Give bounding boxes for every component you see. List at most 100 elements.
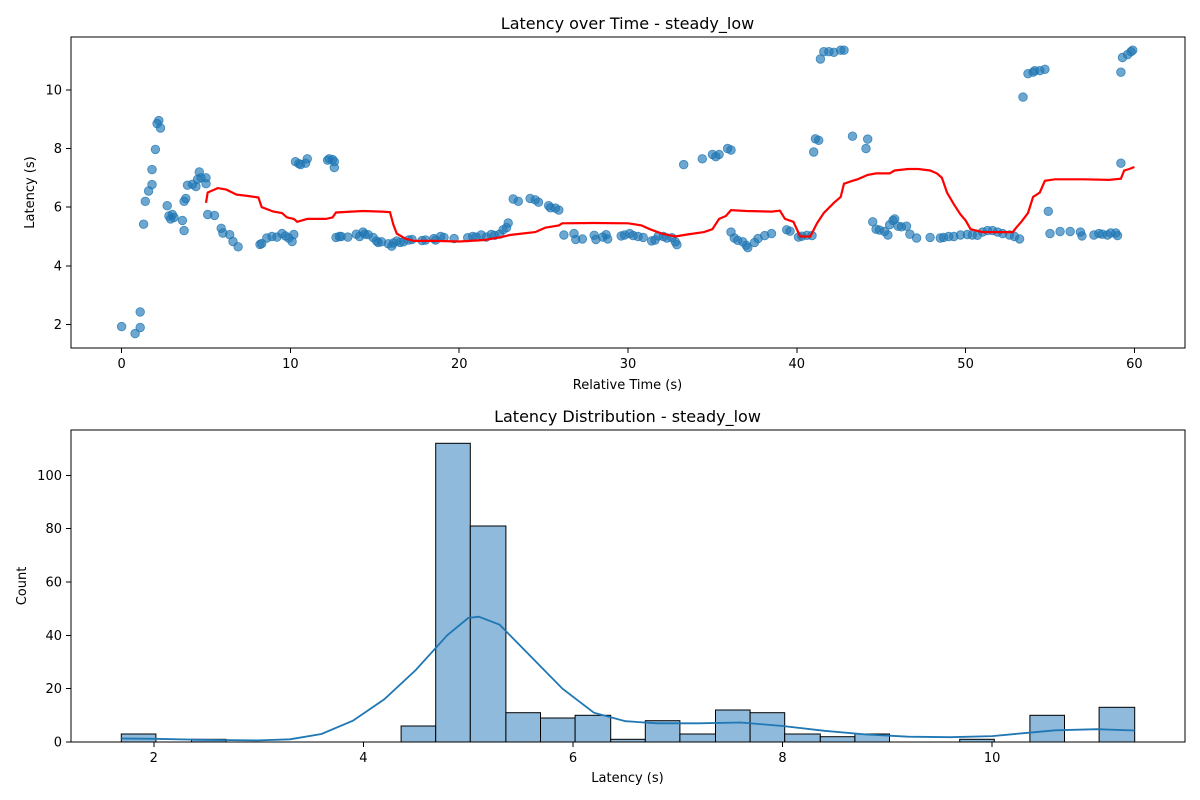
- data-point: [147, 164, 157, 175]
- data-point: [181, 193, 191, 204]
- data-point: [809, 147, 819, 157]
- x-tick-label: 6: [569, 751, 577, 766]
- data-point: [155, 123, 166, 133]
- data-point: [116, 321, 127, 332]
- y-tick-label: 40: [45, 629, 62, 644]
- y-tick-label: 80: [45, 522, 62, 537]
- histogram-bar: [469, 525, 507, 743]
- scatter-points: [116, 45, 1138, 339]
- data-point: [1040, 64, 1050, 75]
- data-point: [577, 234, 588, 244]
- data-point: [883, 230, 893, 240]
- data-point: [1065, 226, 1075, 237]
- data-point: [343, 232, 353, 242]
- data-point: [1116, 158, 1126, 168]
- data-point: [638, 232, 648, 243]
- data-point: [1112, 230, 1123, 241]
- data-point: [785, 226, 795, 236]
- x-tick-label: 30: [620, 357, 637, 372]
- histogram-bar: [400, 725, 437, 743]
- data-point: [726, 145, 736, 155]
- data-point: [503, 218, 513, 228]
- data-point: [1018, 92, 1028, 102]
- x-tick-label: 2: [150, 751, 158, 766]
- data-point: [1116, 67, 1126, 77]
- latency-over-time-chart: Latency over Time - steady_low 0 10 20 30 40…: [23, 14, 1186, 393]
- data-point: [847, 131, 858, 141]
- data-point: [766, 228, 777, 239]
- histogram-bar: [679, 733, 717, 743]
- data-point: [697, 154, 708, 164]
- data-point: [554, 205, 564, 215]
- histogram-bar: [749, 712, 786, 743]
- data-point: [302, 154, 313, 164]
- histogram-bar: [1098, 706, 1136, 743]
- data-point: [329, 162, 340, 173]
- chart-title: Latency Distribution - steady_low: [494, 407, 761, 427]
- data-point: [177, 215, 188, 226]
- data-point: [179, 225, 189, 236]
- x-tick-label: 10: [984, 751, 1001, 766]
- y-tick-label: 60: [45, 576, 62, 591]
- x-tick-label: 50: [957, 357, 974, 372]
- y-tick-label: 8: [54, 142, 62, 157]
- x-tick-label: 60: [1126, 357, 1143, 372]
- plot-frame: [70, 429, 1186, 743]
- x-tick-label: 0: [117, 357, 125, 372]
- data-point: [1045, 228, 1055, 239]
- data-point: [603, 234, 613, 244]
- histogram-bar: [435, 442, 471, 743]
- histogram-bar: [784, 733, 821, 743]
- x-tick-label: 40: [789, 357, 806, 372]
- y-tick-label: 0: [54, 736, 62, 751]
- data-point: [140, 196, 151, 207]
- y-axis-label: Latency (s): [23, 156, 38, 228]
- data-point: [1127, 45, 1138, 55]
- data-point: [138, 219, 149, 229]
- x-axis: 2 4 6 8 10: [150, 742, 1001, 766]
- y-axis: 2 4 6 8 10: [45, 83, 71, 333]
- data-point: [839, 45, 849, 55]
- x-tick-label: 20: [451, 357, 468, 372]
- y-axis-label: Count: [15, 567, 30, 606]
- data-point: [1077, 231, 1087, 241]
- data-point: [130, 328, 140, 339]
- x-axis: 0 10 20 30 40 50 60: [117, 348, 1143, 372]
- data-point: [559, 230, 569, 240]
- data-point: [135, 307, 145, 317]
- y-tick-label: 6: [54, 201, 62, 216]
- data-point: [863, 134, 873, 144]
- y-tick-label: 4: [54, 259, 62, 274]
- data-point: [233, 242, 243, 252]
- x-tick-label: 8: [778, 751, 786, 766]
- histogram-bar: [1029, 714, 1066, 743]
- data-point: [201, 178, 211, 189]
- x-tick-label: 10: [282, 357, 299, 372]
- x-axis-label: Latency (s): [591, 771, 663, 786]
- data-point: [672, 239, 682, 250]
- rolling-line: [204, 165, 1135, 243]
- data-point: [911, 233, 922, 243]
- data-point: [861, 143, 871, 154]
- data-point: [901, 221, 912, 231]
- histogram-bar: [819, 736, 856, 743]
- data-point: [679, 159, 689, 170]
- chart-title: Latency over Time - steady_low: [501, 14, 754, 34]
- data-point: [1043, 206, 1054, 217]
- histogram-bar: [505, 712, 541, 743]
- latency-distribution-chart: Latency Distribution - steady_low 2 4 6 8 10…: [15, 407, 1186, 786]
- y-tick-label: 10: [45, 83, 62, 98]
- data-point: [289, 229, 299, 240]
- x-tick-label: 4: [359, 751, 367, 766]
- y-tick-label: 20: [45, 682, 62, 697]
- data-point: [209, 210, 220, 221]
- data-point: [533, 197, 544, 207]
- histogram-bar: [574, 714, 612, 743]
- data-point: [135, 322, 145, 333]
- data-point: [150, 144, 161, 155]
- histogram-bar: [715, 709, 751, 743]
- data-point: [714, 149, 724, 160]
- y-axis: 0 20 40 60 80 100: [37, 469, 71, 751]
- data-point: [925, 232, 935, 243]
